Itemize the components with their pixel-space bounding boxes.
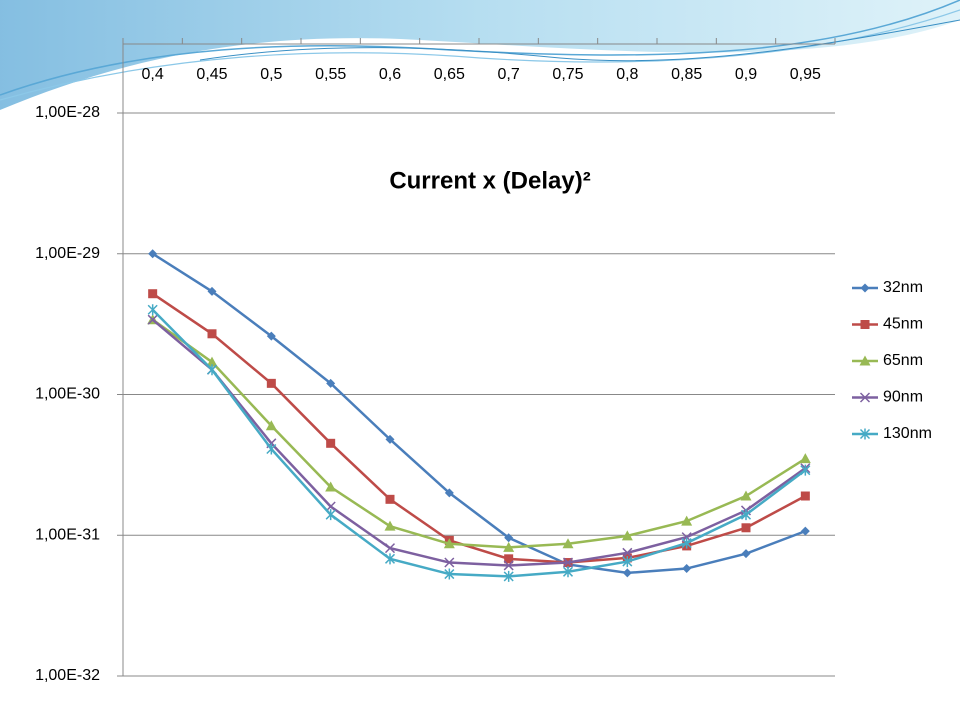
y-tick-label: 1,00E-31 [35,526,100,543]
x-tick-label: 0,75 [552,66,583,83]
legend-label: 130nm [883,425,932,442]
point [148,289,158,299]
series-line [151,308,807,578]
y-tick-label: 1,00E-32 [35,667,100,684]
x-tick-label: 0,5 [260,66,282,83]
point [207,329,217,339]
point [562,557,574,568]
legend-label: 90nm [883,389,923,406]
x-tick-label: 0,8 [616,66,638,83]
point [621,530,633,541]
legend: 32nm 45nm 65nm 90nm 130nm [852,279,932,442]
point [799,453,811,464]
point [740,490,752,501]
chart-title: Current x (Delay)² [389,167,590,194]
point [206,356,218,367]
x-tick-label: 0,45 [196,66,227,83]
point [503,541,515,552]
point [326,438,336,448]
point [682,564,692,574]
point [741,523,751,533]
legend-marker [859,392,871,403]
legend-marker [859,355,871,366]
legend-marker [860,283,870,293]
x-tick-label: 0,9 [735,66,757,83]
legend-marker [859,428,871,440]
point [385,434,395,444]
point [148,249,158,259]
point [206,364,218,376]
point [325,481,337,492]
point [681,537,692,549]
series [147,304,811,582]
x-tick-label: 0,4 [142,66,164,83]
x-tick-label: 0,95 [790,66,821,83]
x-tick-label: 0,55 [315,66,346,83]
point [562,538,574,549]
point [444,568,455,580]
point [266,331,276,341]
point [326,378,336,388]
x-tick-label: 0,85 [671,66,702,83]
point [147,304,158,316]
legend-label: 32nm [883,279,923,296]
point [622,556,633,568]
point [740,509,752,521]
point [266,378,276,388]
series-line [151,292,806,564]
point [622,568,632,578]
x-tick-label: 0,7 [498,66,520,83]
point [147,314,158,325]
point [800,491,810,501]
point [800,526,810,536]
point [681,515,693,526]
point [265,420,277,431]
decoration [0,0,960,110]
point [444,557,455,568]
y-tick-label: 1,00E-30 [35,386,100,403]
y-tick-label: 1,00E-29 [35,245,100,262]
point [800,464,811,476]
point [384,553,396,565]
point [384,543,396,554]
point [503,560,514,571]
legend-label: 45nm [883,316,923,333]
point [444,488,454,498]
point [504,554,514,564]
point [503,570,514,582]
point [325,509,336,521]
point [443,538,455,549]
point [266,443,277,455]
point [562,566,574,578]
point [622,547,633,558]
series-line [151,318,806,549]
point [207,286,217,296]
series [147,314,811,552]
legend-label: 65nm [883,352,923,369]
point [385,494,395,504]
legend-marker [860,320,870,329]
y-tick-label: 1,00E-28 [35,104,100,121]
point [504,533,514,543]
point [384,520,396,531]
series-line [151,252,806,575]
x-tick-label: 0,65 [434,66,465,83]
x-tick-label: 0,6 [379,66,401,83]
series-line [151,318,807,567]
point [741,549,751,559]
